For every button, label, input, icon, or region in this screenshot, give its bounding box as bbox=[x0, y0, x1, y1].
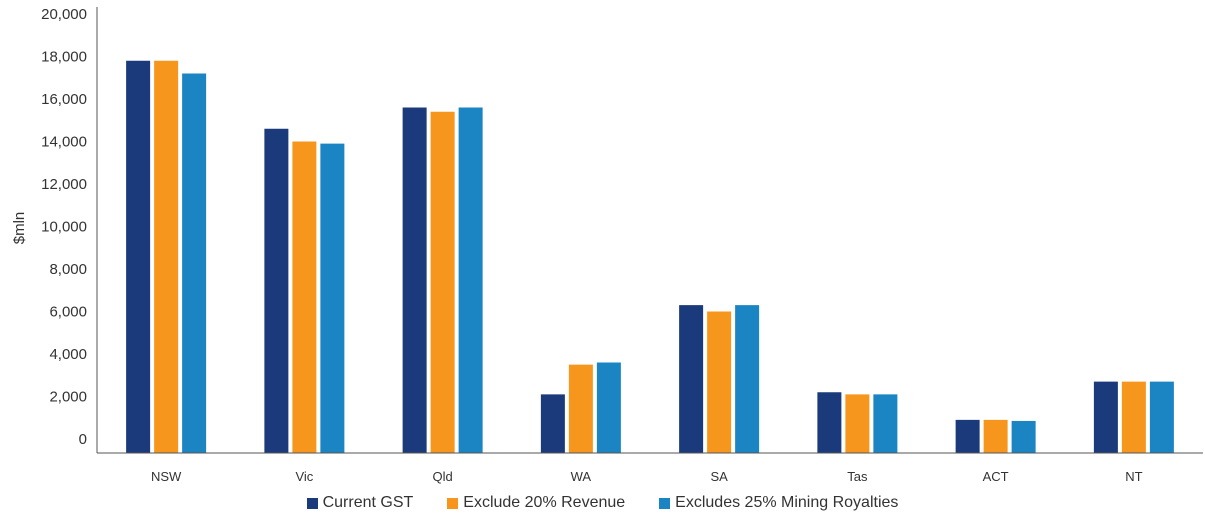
x-tick-label: SA bbox=[710, 469, 728, 484]
legend-swatch bbox=[306, 497, 318, 509]
y-tick-label: 8,000 bbox=[49, 261, 87, 278]
y-tick-label: 0 bbox=[79, 431, 87, 448]
bar bbox=[264, 128, 289, 453]
x-tick-label: WA bbox=[571, 469, 592, 484]
bar bbox=[873, 394, 898, 453]
legend-item-exclude-royalties: Excludes 25% Mining Royalties bbox=[659, 494, 898, 512]
legend-label: Exclude 20% Revenue bbox=[463, 494, 626, 511]
bar bbox=[735, 305, 760, 453]
x-tick-label: NT bbox=[1125, 469, 1142, 484]
y-axis-label: $mln bbox=[11, 212, 28, 245]
bar bbox=[983, 419, 1008, 453]
y-tick-label: 2,000 bbox=[49, 389, 87, 406]
x-tick-label: Tas bbox=[847, 469, 868, 484]
bar bbox=[1011, 420, 1036, 453]
bar bbox=[1093, 381, 1118, 453]
bar bbox=[955, 419, 980, 453]
x-tick-label: ACT bbox=[983, 469, 1009, 484]
bar bbox=[679, 305, 704, 453]
bar bbox=[320, 143, 345, 453]
bar bbox=[707, 311, 732, 453]
bar bbox=[182, 73, 207, 453]
bar bbox=[540, 394, 565, 453]
y-tick-label: 14,000 bbox=[41, 134, 87, 151]
legend-swatch bbox=[447, 497, 459, 509]
y-tick-label: 12,000 bbox=[41, 176, 87, 193]
bar bbox=[845, 394, 870, 453]
bars bbox=[126, 60, 1174, 453]
bar bbox=[458, 107, 483, 453]
y-tick-label: 4,000 bbox=[49, 346, 87, 363]
y-axis-ticks: 0 2,000 4,000 6,000 8,000 10,000 12,000 14,000 1… bbox=[41, 6, 87, 448]
y-tick-label: 10,000 bbox=[41, 219, 87, 236]
y-tick-label: 20,000 bbox=[41, 6, 87, 23]
bar bbox=[402, 107, 427, 453]
bar bbox=[126, 60, 151, 453]
y-tick-label: 6,000 bbox=[49, 304, 87, 321]
y-tick-label: 16,000 bbox=[41, 91, 87, 108]
legend-label: Current GST bbox=[322, 494, 414, 511]
bar bbox=[568, 364, 593, 453]
legend-item-exclude-revenue: Exclude 20% Revenue bbox=[447, 494, 625, 512]
y-tick-label: 18,000 bbox=[41, 49, 87, 66]
bar bbox=[1121, 381, 1146, 453]
x-axis-labels: NSW Vic Qld WA SA Tas ACT NT bbox=[151, 469, 1143, 484]
bar bbox=[1149, 381, 1174, 453]
bar bbox=[430, 111, 455, 453]
legend-label: Excludes 25% Mining Royalties bbox=[675, 494, 899, 511]
bar bbox=[292, 141, 317, 453]
bar bbox=[596, 362, 621, 453]
legend: Current GST Exclude 20% Revenue Excludes… bbox=[0, 494, 1205, 512]
x-tick-label: NSW bbox=[151, 469, 182, 484]
x-tick-label: Qld bbox=[433, 469, 453, 484]
x-tick-label: Vic bbox=[295, 469, 313, 484]
legend-swatch bbox=[659, 497, 671, 509]
bar-chart: $mln 0 2,000 4,000 6,000 8,000 10,000 12,000 14… bbox=[11, 6, 1203, 484]
legend-item-current-gst: Current GST bbox=[306, 494, 414, 512]
bar bbox=[154, 60, 179, 453]
bar bbox=[817, 392, 842, 453]
